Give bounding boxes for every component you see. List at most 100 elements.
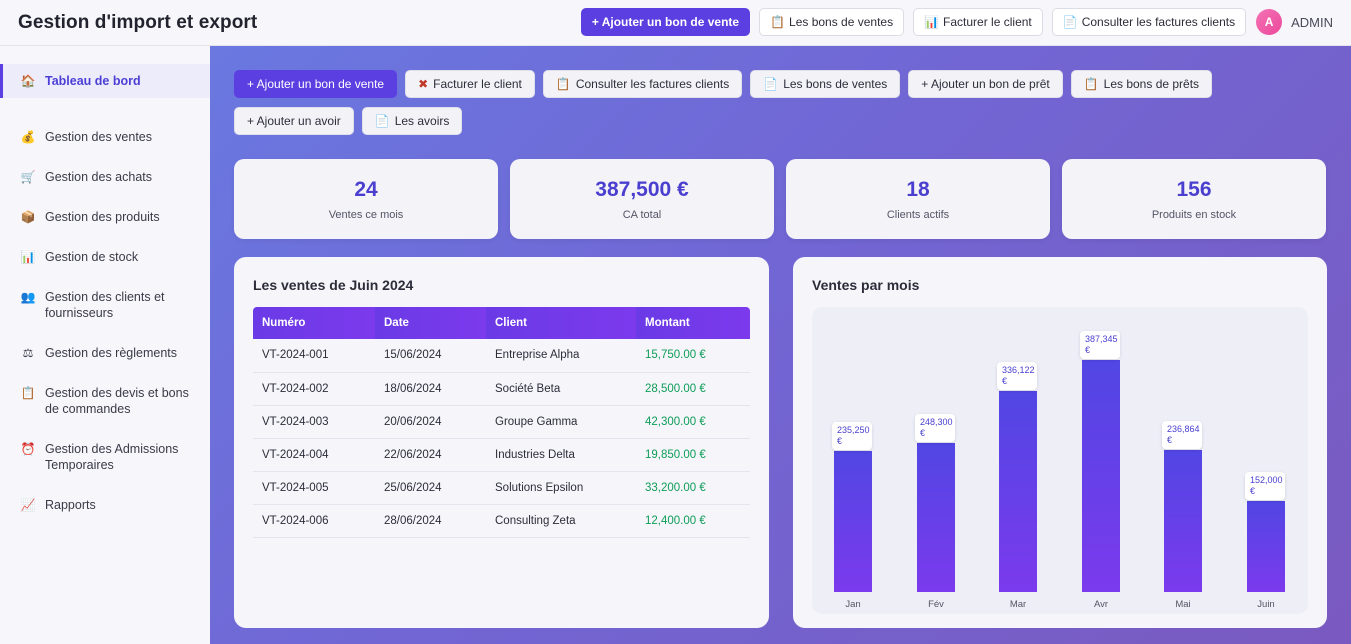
people-icon: 👥 bbox=[20, 290, 36, 304]
avatar[interactable]: A bbox=[1256, 9, 1283, 35]
sidebar-item-label: Gestion des produits bbox=[45, 210, 160, 224]
chart-up-icon: 📈 bbox=[20, 498, 36, 512]
cell-amount: 28,500.00 € bbox=[636, 372, 750, 406]
add-sale-button[interactable]: + Ajouter un bon de vente bbox=[234, 70, 398, 98]
stat-card-revenue: 387,500 € CA total bbox=[510, 159, 774, 239]
sidebar-item-dashboard[interactable]: 🏠 Tableau de bord bbox=[0, 64, 210, 98]
sidebar-item-reports[interactable]: 📈 Rapports bbox=[0, 488, 210, 522]
add-loan-button[interactable]: + Ajouter un bon de prêt bbox=[908, 70, 1063, 98]
alarm-clock-icon: ⏰ bbox=[20, 442, 36, 456]
loan-notes-label: Les bons de prêts bbox=[1103, 77, 1200, 91]
monthly-sales-chart: 235,250 € Jan 248,300 € Fév 336,122 € Mar 387,… bbox=[812, 307, 1308, 614]
cell-number: VT-2024-003 bbox=[253, 405, 375, 439]
table-row[interactable]: VT-2024-005 25/06/2024 Solutions Epsilon… bbox=[253, 471, 750, 505]
cell-date: 15/06/2024 bbox=[375, 339, 486, 373]
chart-bar-avr[interactable] bbox=[1082, 360, 1120, 592]
table-row[interactable]: VT-2024-006 28/06/2024 Consulting Zeta 1… bbox=[253, 504, 750, 538]
cell-number: VT-2024-005 bbox=[253, 471, 375, 505]
cell-amount: 12,400.00 € bbox=[636, 504, 750, 538]
header-view-invoices-button[interactable]: 📄 Consulter les factures clients bbox=[1051, 8, 1247, 36]
cell-number: VT-2024-002 bbox=[253, 372, 375, 406]
sidebar-item-clients-suppliers[interactable]: 👥 Gestion des clients et fournisseurs bbox=[0, 280, 210, 330]
column-header[interactable]: Client bbox=[486, 307, 636, 339]
chart-data-label: 387,345 € bbox=[1080, 331, 1120, 359]
sidebar-item-quotes-orders[interactable]: 📋 Gestion des devis et bons de commandes bbox=[0, 376, 210, 426]
stat-card-active-clients: 18 Clients actifs bbox=[786, 159, 1050, 239]
cell-client: Industries Delta bbox=[486, 438, 636, 472]
sidebar-item-label: Gestion de stock bbox=[45, 250, 139, 264]
chart-data-label: 336,122 € bbox=[997, 362, 1037, 390]
home-icon: 🏠 bbox=[20, 74, 36, 88]
cell-client: Société Beta bbox=[486, 372, 636, 406]
user-name[interactable]: ADMIN bbox=[1291, 14, 1333, 30]
cross-icon: ✖ bbox=[418, 77, 429, 91]
view-invoices-label: Consulter les factures clients bbox=[575, 77, 730, 91]
chart-bar-juin[interactable] bbox=[1247, 501, 1285, 592]
column-header[interactable]: Date bbox=[375, 307, 486, 339]
credits-label: Les avoirs bbox=[394, 114, 450, 128]
sidebar: 🏠 Tableau de bord 💰 Gestion des ventes 🛒… bbox=[0, 46, 210, 644]
clipboard-icon: 📋 bbox=[1083, 77, 1099, 91]
invoice-client-label: Facturer le client bbox=[433, 77, 522, 91]
sales-table-title: Les ventes de Juin 2024 bbox=[253, 277, 414, 293]
main-content: + Ajouter un bon de vente ✖ Facturer le … bbox=[210, 46, 1351, 644]
cell-date: 25/06/2024 bbox=[375, 471, 486, 505]
cell-client: Consulting Zeta bbox=[486, 504, 636, 538]
cell-number: VT-2024-004 bbox=[253, 438, 375, 472]
scale-icon: ⚖ bbox=[22, 346, 34, 360]
header-invoice-client-button[interactable]: 📊 Facturer le client bbox=[913, 8, 1043, 36]
bar-chart-icon: 📊 bbox=[20, 250, 36, 264]
sales-notes-button[interactable]: 📄 Les bons de ventes bbox=[750, 70, 901, 98]
chart-bar-fév[interactable] bbox=[917, 443, 955, 592]
cell-client: Solutions Epsilon bbox=[486, 471, 636, 505]
invoice-client-button[interactable]: ✖ Facturer le client bbox=[405, 70, 535, 98]
table-row[interactable]: VT-2024-004 22/06/2024 Industries Delta … bbox=[253, 438, 750, 472]
action-toolbar: + Ajouter un bon de vente ✖ Facturer le … bbox=[234, 70, 1254, 135]
sidebar-item-label: Gestion des Admissions Temporaires bbox=[45, 442, 179, 472]
chart-bar-jan[interactable] bbox=[834, 451, 872, 592]
stat-card-products-stock: 156 Produits en stock bbox=[1062, 159, 1326, 239]
sales-notes-label: Les bons de ventes bbox=[783, 77, 888, 91]
chart-x-tick-label: Avr bbox=[1093, 599, 1109, 610]
chart-x-tick-label: Juin bbox=[1257, 599, 1275, 610]
cell-date: 22/06/2024 bbox=[375, 438, 486, 472]
column-header[interactable]: Montant bbox=[636, 307, 750, 339]
chart-bar-mai[interactable] bbox=[1164, 450, 1202, 592]
view-invoices-button[interactable]: 📋 Consulter les factures clients bbox=[542, 70, 743, 98]
cell-client: Entreprise Alpha bbox=[486, 339, 636, 373]
sidebar-item-temporary-admissions[interactable]: ⏰ Gestion des Admissions Temporaires bbox=[0, 432, 210, 482]
add-credit-button[interactable]: + Ajouter un avoir bbox=[234, 107, 354, 135]
chart-x-tick-label: Jan bbox=[845, 599, 861, 610]
table-row[interactable]: VT-2024-002 18/06/2024 Société Beta 28,5… bbox=[253, 372, 750, 406]
sidebar-item-label: Gestion des ventes bbox=[45, 130, 153, 144]
stat-label: Ventes ce mois bbox=[328, 208, 404, 221]
chart-bar-mar[interactable] bbox=[999, 391, 1037, 592]
cell-number: VT-2024-006 bbox=[253, 504, 375, 538]
sidebar-item-products[interactable]: 📦 Gestion des produits bbox=[0, 200, 210, 234]
header-sales-notes-button[interactable]: 📋 Les bons de ventes bbox=[759, 8, 905, 36]
loan-notes-button[interactable]: 📋 Les bons de prêts bbox=[1070, 70, 1213, 98]
sidebar-item-sales[interactable]: 💰 Gestion des ventes bbox=[0, 120, 210, 154]
sidebar-item-stock[interactable]: 📊 Gestion de stock bbox=[0, 240, 210, 274]
sidebar-item-label: Gestion des règlements bbox=[45, 346, 178, 360]
sidebar-item-purchases[interactable]: 🛒 Gestion des achats bbox=[0, 160, 210, 194]
stat-label: Clients actifs bbox=[886, 208, 950, 221]
bar-chart-icon: 📊 bbox=[924, 15, 940, 29]
sidebar-item-payments[interactable]: ⚖ Gestion des règlements bbox=[0, 336, 210, 370]
table-row[interactable]: VT-2024-003 20/06/2024 Groupe Gamma 42,3… bbox=[253, 405, 750, 439]
cell-amount: 33,200.00 € bbox=[636, 471, 750, 505]
stat-label: Produits en stock bbox=[1151, 208, 1237, 221]
chart-title: Ventes par mois bbox=[812, 277, 920, 293]
header-sales-notes-label: Les bons de ventes bbox=[789, 15, 894, 29]
cart-icon: 🛒 bbox=[20, 170, 36, 184]
column-header[interactable]: Numéro bbox=[253, 307, 375, 339]
cell-number: VT-2024-001 bbox=[253, 339, 375, 373]
header-add-sale-button[interactable]: + Ajouter un bon de vente bbox=[580, 8, 751, 36]
chart-data-label: 235,250 € bbox=[832, 422, 872, 450]
document-icon: 📄 bbox=[763, 77, 779, 91]
sales-table-panel: Les ventes de Juin 2024 Numéro Date Clie… bbox=[234, 257, 769, 628]
credits-button[interactable]: 📄 Les avoirs bbox=[361, 107, 463, 135]
table-row[interactable]: VT-2024-001 15/06/2024 Entreprise Alpha … bbox=[253, 339, 750, 373]
sidebar-item-label: Tableau de bord bbox=[45, 74, 141, 88]
app-title: Gestion d'import et export bbox=[18, 11, 258, 33]
